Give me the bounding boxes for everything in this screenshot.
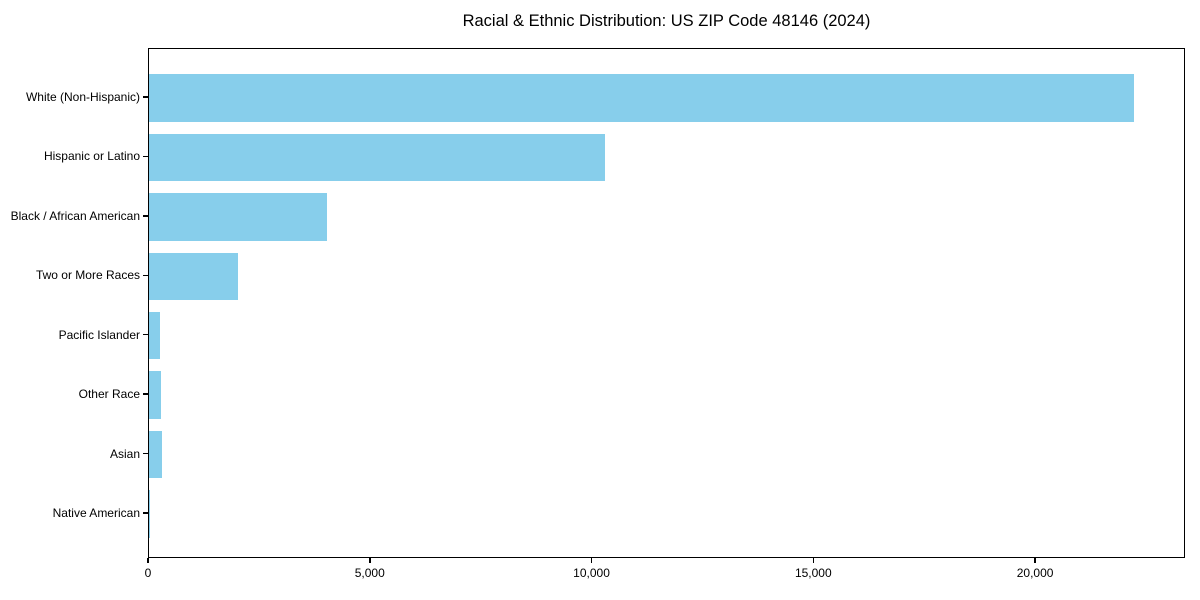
y-tick-mark bbox=[143, 155, 148, 158]
x-tick-mark bbox=[812, 558, 815, 563]
y-tick-mark bbox=[143, 96, 148, 98]
y-axis-label: Hispanic or Latino bbox=[43, 149, 140, 164]
bar-asian bbox=[149, 430, 162, 479]
y-axis-label: White (Non-Hispanic) bbox=[25, 90, 140, 104]
x-tick-label: 5,000 bbox=[354, 566, 385, 580]
x-tick-label: 20,000 bbox=[1016, 566, 1054, 580]
bar-pacific-islander bbox=[149, 311, 161, 360]
y-tick-mark bbox=[143, 512, 148, 514]
bar-hispanic-or-latino bbox=[149, 133, 605, 182]
y-tick-mark bbox=[143, 274, 148, 277]
y-tick-mark bbox=[143, 393, 148, 395]
x-tick-mark bbox=[1034, 558, 1036, 563]
bar-white-non-hispanic bbox=[149, 74, 1135, 122]
y-axis-label: Pacific Islander bbox=[58, 327, 140, 342]
y-axis-label: Other Race bbox=[78, 387, 140, 402]
y-tick-mark bbox=[143, 215, 148, 217]
bar-two-or-more-races bbox=[149, 252, 238, 301]
x-tick-mark bbox=[147, 558, 149, 563]
chart-title: Racial & Ethnic Distribution: US ZIP Cod… bbox=[462, 12, 871, 30]
x-tick-mark bbox=[590, 558, 593, 563]
y-axis-label: Black / African American bbox=[10, 208, 140, 223]
x-tick-label: 0 bbox=[144, 566, 152, 580]
plot-area bbox=[148, 48, 1185, 558]
x-tick-label: 10,000 bbox=[573, 566, 610, 580]
bar-native-american bbox=[149, 490, 151, 538]
bar-other-race bbox=[149, 371, 162, 419]
y-tick-mark bbox=[143, 333, 148, 336]
y-tick-mark bbox=[143, 452, 148, 455]
x-tick-mark bbox=[369, 558, 371, 563]
x-tick-label: 15,000 bbox=[794, 566, 832, 580]
y-axis-label: Asian bbox=[109, 446, 140, 461]
y-axis-label: Native American bbox=[52, 506, 140, 520]
y-axis-label: Two or More Races bbox=[35, 268, 140, 283]
bar-black-african-american bbox=[149, 193, 328, 241]
